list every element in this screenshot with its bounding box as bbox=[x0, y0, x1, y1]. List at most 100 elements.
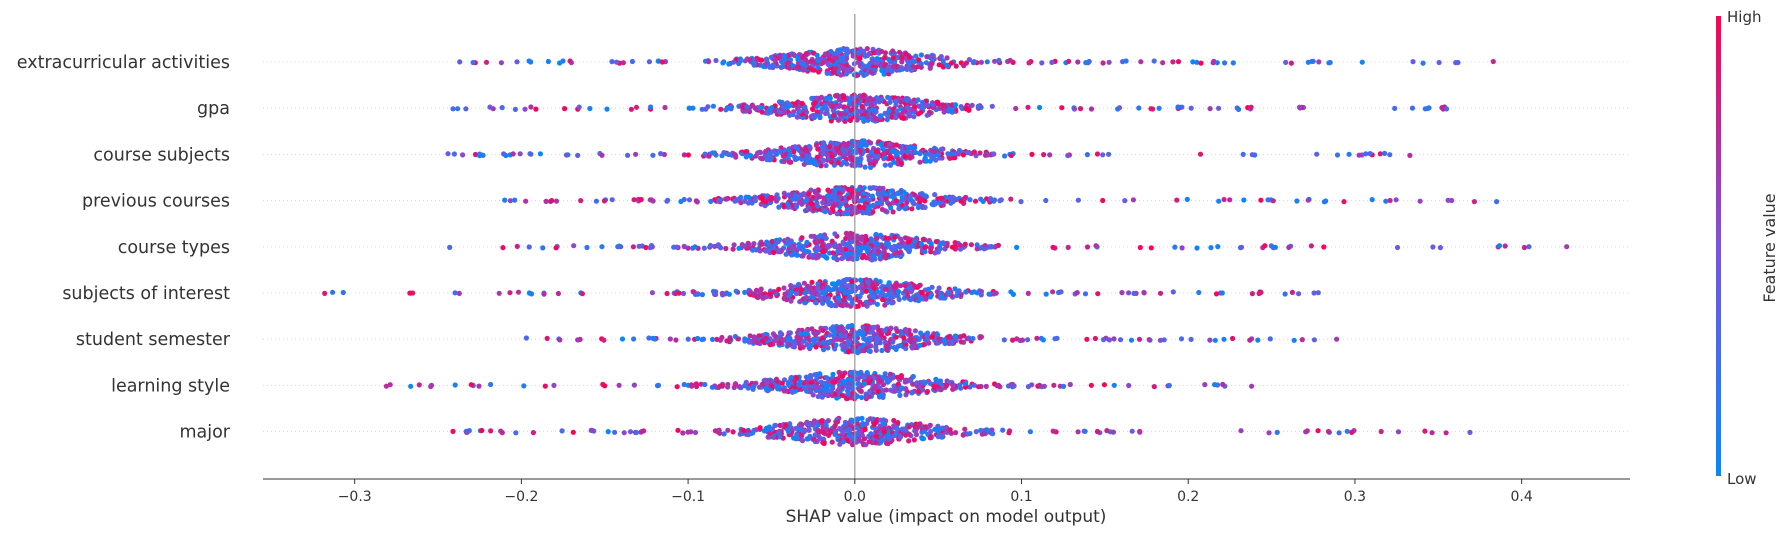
shap-point bbox=[512, 106, 519, 112]
shap-point bbox=[812, 299, 819, 305]
shap-point bbox=[1445, 197, 1451, 203]
shap-point bbox=[807, 285, 813, 291]
shap-point bbox=[978, 427, 984, 433]
shap-point bbox=[924, 112, 930, 118]
shap-point bbox=[836, 117, 843, 123]
shap-point bbox=[860, 348, 866, 354]
shap-point bbox=[854, 431, 861, 437]
shap-point bbox=[855, 381, 861, 387]
shap-point bbox=[962, 380, 969, 387]
shap-point bbox=[700, 336, 707, 342]
shap-point bbox=[987, 196, 994, 202]
shap-point bbox=[789, 243, 795, 249]
shap-point bbox=[754, 340, 761, 346]
shap-point bbox=[957, 246, 964, 252]
shap-point bbox=[1367, 151, 1373, 157]
shap-point bbox=[878, 284, 885, 290]
shap-point bbox=[541, 291, 547, 297]
shap-point bbox=[747, 57, 753, 63]
shap-point bbox=[553, 198, 560, 204]
shap-point bbox=[931, 383, 937, 389]
shap-point bbox=[882, 162, 888, 168]
shap-point bbox=[897, 392, 903, 398]
shap-point bbox=[1006, 430, 1012, 436]
shap-point bbox=[1050, 289, 1056, 295]
shap-point bbox=[680, 430, 686, 436]
shap-point bbox=[865, 192, 871, 198]
shap-point bbox=[1026, 60, 1032, 66]
shap-point bbox=[896, 206, 902, 212]
shap-point bbox=[708, 198, 714, 204]
shap-point bbox=[980, 198, 986, 204]
shap-point bbox=[1383, 198, 1389, 204]
shap-point bbox=[780, 337, 786, 343]
shap-point bbox=[881, 437, 887, 443]
shap-point bbox=[866, 379, 872, 385]
shap-point bbox=[1305, 197, 1311, 203]
shap-point bbox=[731, 59, 737, 65]
shap-point bbox=[1255, 337, 1261, 343]
shap-point bbox=[746, 241, 752, 248]
shap-point bbox=[862, 381, 868, 387]
shap-point bbox=[974, 290, 980, 296]
shap-point bbox=[892, 345, 898, 351]
shap-point bbox=[973, 429, 979, 435]
shap-point bbox=[929, 201, 935, 207]
shap-point bbox=[909, 390, 915, 396]
shap-point bbox=[1000, 427, 1006, 433]
shap-point bbox=[878, 48, 885, 55]
shap-point bbox=[859, 235, 865, 241]
shap-point bbox=[664, 198, 670, 204]
shap-point bbox=[837, 326, 843, 332]
shap-point bbox=[1110, 429, 1116, 435]
shap-point bbox=[745, 432, 752, 438]
shap-point bbox=[786, 380, 792, 386]
shap-point bbox=[1443, 430, 1449, 436]
shap-point bbox=[944, 382, 950, 388]
shap-point bbox=[630, 244, 637, 250]
shap-point bbox=[923, 152, 929, 158]
shap-point bbox=[828, 388, 834, 394]
shap-point bbox=[681, 243, 687, 249]
shap-point bbox=[1283, 59, 1289, 65]
shap-point bbox=[906, 424, 912, 430]
shap-point bbox=[929, 284, 935, 290]
shap-point bbox=[1160, 60, 1166, 66]
shap-point bbox=[1410, 59, 1416, 65]
shap-point bbox=[815, 285, 821, 291]
shap-point bbox=[1117, 337, 1124, 343]
shap-point bbox=[742, 198, 748, 204]
shap-point bbox=[658, 151, 664, 157]
shap-point bbox=[826, 428, 833, 434]
shap-point bbox=[709, 384, 716, 390]
shap-point bbox=[753, 427, 759, 433]
shap-point bbox=[815, 65, 821, 71]
shap-point bbox=[792, 144, 798, 150]
shap-point bbox=[836, 295, 842, 301]
shap-point bbox=[1241, 197, 1247, 203]
shap-point bbox=[857, 277, 864, 283]
shap-point bbox=[952, 102, 959, 108]
shap-point bbox=[869, 193, 876, 199]
shap-point bbox=[767, 342, 773, 348]
shap-point bbox=[733, 288, 739, 294]
shap-point bbox=[746, 194, 752, 200]
shap-point bbox=[827, 95, 833, 101]
shap-point bbox=[1119, 290, 1125, 296]
shap-point bbox=[852, 296, 859, 302]
shap-point bbox=[893, 98, 899, 104]
shap-point bbox=[1082, 291, 1089, 297]
shap-point bbox=[1359, 59, 1365, 65]
shap-point bbox=[898, 160, 905, 166]
shap-point bbox=[528, 291, 534, 297]
shap-point bbox=[1100, 337, 1107, 343]
shap-point bbox=[829, 439, 835, 445]
shap-point bbox=[912, 328, 919, 334]
shap-point bbox=[748, 153, 754, 159]
shap-point bbox=[969, 102, 975, 108]
shap-point bbox=[559, 428, 565, 434]
shap-point bbox=[589, 427, 595, 433]
shap-point bbox=[767, 378, 773, 384]
shap-point bbox=[810, 422, 816, 428]
shap-point bbox=[817, 295, 823, 301]
